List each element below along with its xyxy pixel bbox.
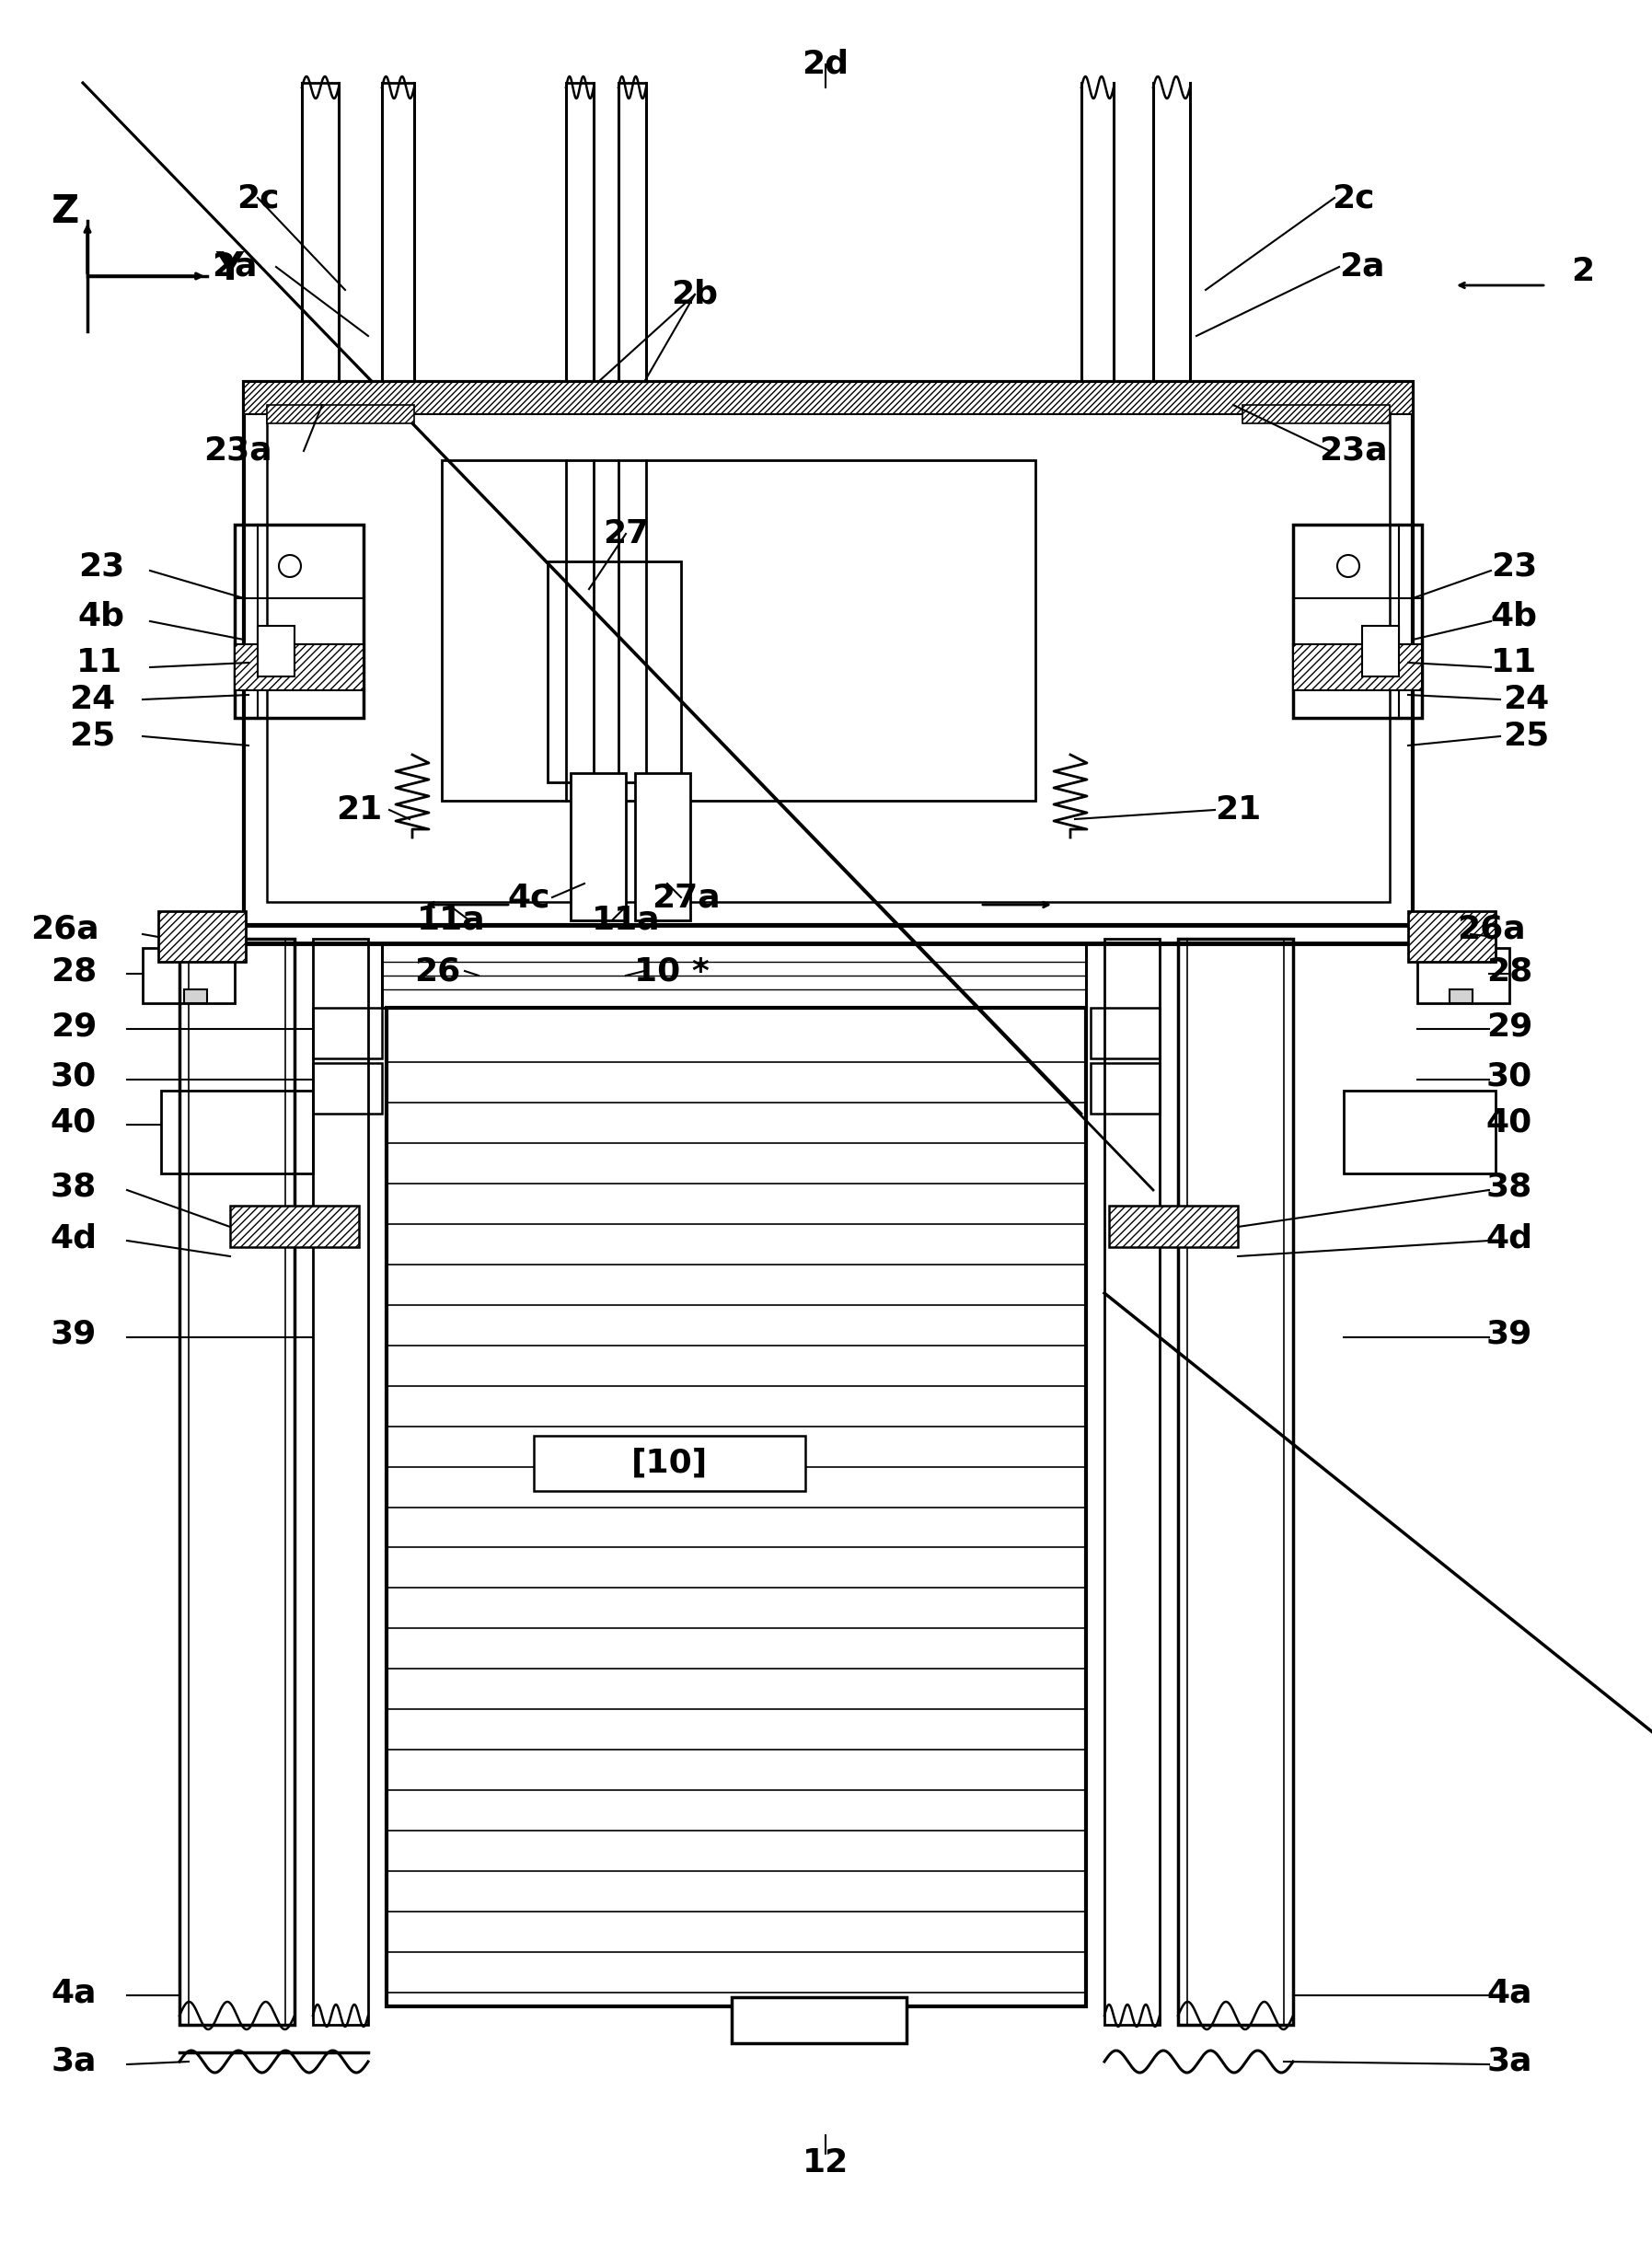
Bar — [235, 525, 363, 718]
Bar — [183, 990, 206, 1003]
Bar — [1090, 1062, 1160, 1114]
Text: 2b: 2b — [671, 279, 719, 310]
Bar — [159, 911, 246, 963]
Text: Z: Z — [51, 193, 78, 231]
Text: 10 *: 10 * — [634, 956, 709, 988]
Bar — [1408, 911, 1495, 963]
Bar — [180, 938, 294, 2025]
Bar — [1294, 643, 1422, 691]
Text: 25: 25 — [69, 720, 116, 752]
Text: 23a: 23a — [203, 435, 273, 467]
Bar — [235, 643, 363, 691]
Text: 23: 23 — [78, 550, 124, 582]
Text: 21: 21 — [335, 795, 382, 824]
Text: 26a: 26a — [30, 913, 99, 945]
Text: 27a: 27a — [651, 881, 720, 913]
Text: 2a: 2a — [211, 251, 258, 283]
Bar — [258, 625, 294, 677]
Bar — [387, 1008, 1085, 2007]
Text: 39: 39 — [51, 1318, 97, 1350]
Text: 21: 21 — [1214, 795, 1260, 824]
Bar — [1294, 525, 1422, 718]
Text: 28: 28 — [51, 956, 97, 988]
Text: 38: 38 — [1487, 1171, 1533, 1203]
Text: [10]: [10] — [631, 1447, 707, 1479]
Text: 30: 30 — [51, 1062, 97, 1092]
Bar — [142, 949, 235, 1003]
Text: 4a: 4a — [51, 1977, 96, 2009]
Bar — [160, 1092, 312, 1173]
Bar — [230, 1205, 358, 1248]
Text: 4d: 4d — [50, 1223, 97, 1253]
Text: 24: 24 — [1503, 684, 1550, 716]
Text: 4b: 4b — [78, 600, 124, 632]
Text: 2d: 2d — [803, 50, 849, 79]
Text: 11a: 11a — [416, 904, 486, 935]
Text: 26a: 26a — [1457, 913, 1525, 945]
Text: 38: 38 — [51, 1171, 97, 1203]
Text: 11a: 11a — [591, 904, 661, 935]
Text: 29: 29 — [51, 1010, 97, 1042]
Text: 23: 23 — [1490, 550, 1536, 582]
Text: 28: 28 — [1487, 956, 1533, 988]
Bar — [1449, 990, 1472, 1003]
Bar — [312, 1008, 382, 1058]
Bar — [534, 1436, 805, 1490]
Bar — [312, 938, 368, 2025]
Text: 29: 29 — [1487, 1010, 1533, 1042]
Bar — [1417, 949, 1510, 1003]
Bar — [441, 460, 1036, 802]
Bar — [312, 1062, 382, 1114]
Bar — [382, 942, 1085, 1008]
Text: 12: 12 — [803, 2147, 849, 2179]
Text: 27: 27 — [603, 519, 649, 550]
Text: 2c: 2c — [1332, 181, 1374, 213]
Text: 40: 40 — [51, 1108, 97, 1139]
Text: 11: 11 — [76, 648, 122, 677]
Bar — [1108, 1205, 1237, 1248]
Text: 40: 40 — [1487, 1108, 1533, 1139]
Bar — [1105, 938, 1160, 2025]
Bar — [1242, 405, 1389, 424]
Text: 2c: 2c — [236, 181, 279, 213]
Text: 11: 11 — [1490, 648, 1536, 677]
Bar — [244, 383, 1412, 924]
Text: 24: 24 — [69, 684, 116, 716]
Text: 4c: 4c — [507, 881, 550, 913]
Bar — [547, 562, 681, 781]
Text: 3a: 3a — [51, 2045, 96, 2077]
Bar — [1343, 1092, 1495, 1173]
Bar — [1090, 1008, 1160, 1058]
Text: 4d: 4d — [1485, 1223, 1533, 1253]
Bar — [244, 383, 1412, 414]
Text: 2a: 2a — [1340, 251, 1384, 283]
Bar — [732, 1998, 907, 2043]
Text: 23a: 23a — [1318, 435, 1388, 467]
Bar — [634, 772, 691, 920]
Text: Y: Y — [216, 249, 244, 288]
Text: 26: 26 — [415, 956, 461, 988]
Bar — [268, 405, 1389, 901]
Bar — [1178, 938, 1294, 2025]
Text: 2: 2 — [1571, 256, 1594, 288]
Bar — [1363, 625, 1399, 677]
Text: 4b: 4b — [1490, 600, 1538, 632]
Text: 3a: 3a — [1487, 2045, 1531, 2077]
Text: 30: 30 — [1487, 1062, 1533, 1092]
Text: 25: 25 — [1503, 720, 1550, 752]
Text: 4a: 4a — [1487, 1977, 1531, 2009]
Bar — [268, 405, 415, 424]
Text: 39: 39 — [1487, 1318, 1533, 1350]
Bar — [570, 772, 626, 920]
